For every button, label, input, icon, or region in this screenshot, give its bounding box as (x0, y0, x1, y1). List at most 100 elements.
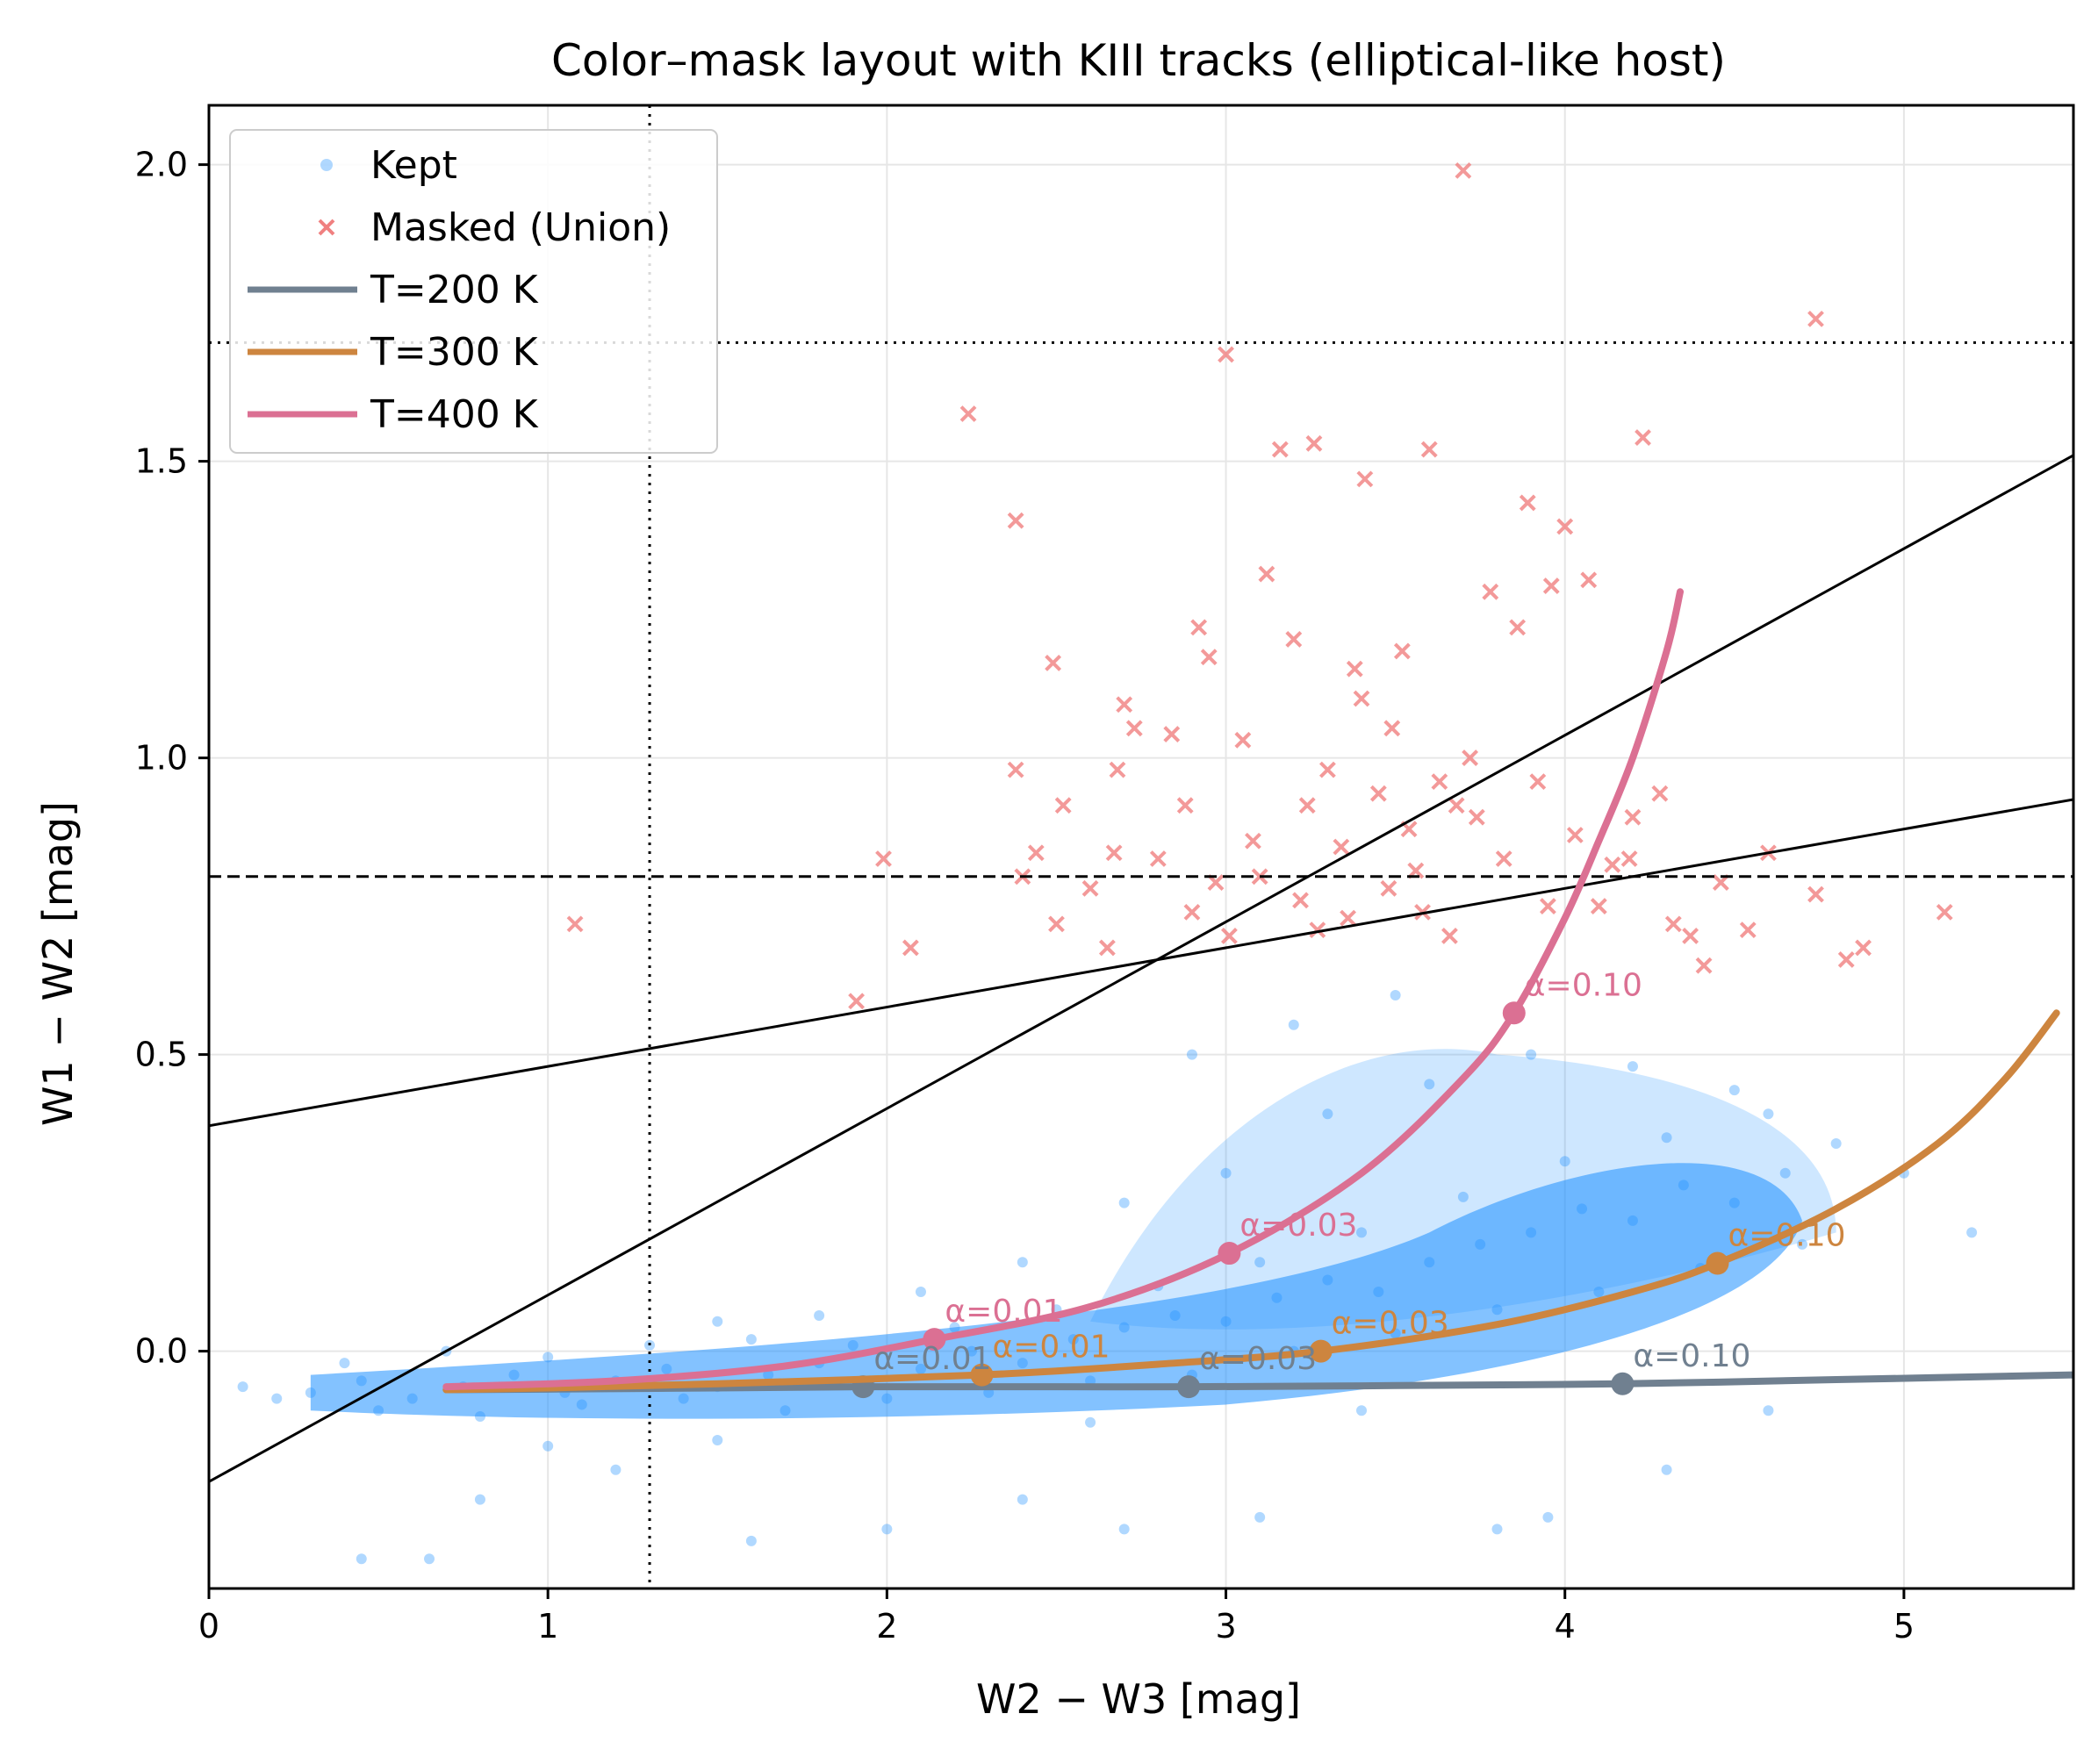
kept-point (1577, 1203, 1588, 1215)
kept-point (763, 1369, 774, 1380)
kept-point (406, 1393, 418, 1404)
kept-point (1678, 1180, 1689, 1191)
masked-point (1218, 346, 1234, 363)
masked-point (1620, 850, 1638, 867)
kept-point (712, 1435, 723, 1445)
masked-point (1462, 749, 1479, 767)
masked-point (1176, 797, 1194, 814)
masked-point (1420, 441, 1438, 458)
kept-point (949, 1322, 960, 1333)
masked-point (1566, 827, 1584, 843)
masked-point (875, 850, 892, 867)
grid-lines (208, 105, 2073, 1588)
masked-point (1380, 879, 1397, 897)
kept-point (1220, 1316, 1232, 1327)
x-tick-label: 3 (1215, 1607, 1236, 1646)
kept-point (1067, 1334, 1079, 1345)
kept-point (1728, 1085, 1740, 1096)
x-tick-label: 2 (876, 1607, 897, 1646)
kept-point (1254, 1257, 1266, 1268)
kept-point (966, 1345, 977, 1357)
kept-point (1017, 1494, 1028, 1505)
masked-point (1220, 927, 1238, 944)
legend-marker-kept (320, 159, 333, 171)
kept-point (1475, 1238, 1486, 1250)
legend-label: T=300 K (370, 330, 539, 375)
masked-point (1045, 655, 1062, 671)
kept-point (1491, 1304, 1503, 1316)
track-marker (1706, 1251, 1729, 1275)
masked-point (1353, 690, 1370, 707)
kept-point (305, 1387, 316, 1398)
masked-point (1635, 429, 1651, 446)
masked-point (1346, 660, 1363, 678)
legend-label: T=200 K (370, 268, 539, 312)
masked-point (1309, 921, 1326, 939)
chart-title: Color–mask layout with KIII tracks (elli… (551, 35, 1726, 86)
masked-point (1664, 915, 1682, 933)
kept-point (1288, 1019, 1299, 1030)
kept-point (1966, 1227, 1978, 1238)
tick-labels: 0 1 2 3 4 5 0.0 0.5 1.0 1.5 2.0 (135, 146, 1915, 1646)
masked-point (1258, 565, 1275, 583)
kept-point (271, 1393, 283, 1404)
kept-point (1390, 1328, 1401, 1339)
kept-point (508, 1369, 520, 1380)
kept-point (1017, 1358, 1028, 1369)
kept-point (1017, 1257, 1028, 1268)
alpha-label: α=0.03 (1199, 1341, 1317, 1377)
legend-label: T=400 K (370, 392, 539, 437)
kept-point (678, 1393, 689, 1404)
reference-line-shallow-diagonal (209, 798, 2073, 1128)
kept-point (1526, 1227, 1537, 1238)
kept-density-halo (1090, 1049, 1836, 1330)
masked-point (1441, 927, 1458, 944)
masked-point (1234, 731, 1252, 749)
y-tick-label: 0.5 (135, 1036, 188, 1074)
masked-point (1448, 797, 1465, 814)
masked-point (1393, 642, 1411, 660)
kept-point (1254, 1511, 1266, 1523)
x-tick-label: 0 (198, 1607, 219, 1646)
kiii-tracks (442, 588, 2073, 1399)
kept-point (1322, 1274, 1333, 1286)
masked-point (1116, 696, 1133, 713)
track-marker (1611, 1372, 1635, 1395)
kept-point (1085, 1416, 1096, 1428)
masked-point (1007, 512, 1024, 529)
masked-point (1431, 773, 1448, 791)
reference-line-steep-diagonal (209, 454, 2073, 1483)
kept-point (1118, 1322, 1130, 1333)
masked-point (1200, 649, 1218, 666)
kept-point (1356, 1405, 1368, 1416)
alpha-label: α=0.03 (1239, 1208, 1357, 1244)
masked-point (1482, 583, 1499, 600)
kept-point (1118, 1197, 1130, 1208)
y-tick-label: 2.0 (135, 146, 188, 184)
kept-point (356, 1553, 367, 1565)
masked-point (1318, 761, 1336, 778)
kept-point (1424, 1257, 1435, 1268)
masked-point (1081, 879, 1099, 897)
kept-point (712, 1316, 723, 1327)
masked-point (1580, 571, 1598, 589)
masked-point (1125, 720, 1143, 737)
masked-point (1048, 915, 1065, 933)
masked-point (1298, 797, 1316, 814)
kept-point (542, 1352, 554, 1363)
legend-label: Masked (Union) (370, 205, 671, 250)
kept-point (237, 1381, 248, 1393)
kept-point (542, 1440, 554, 1452)
kept-point (1424, 1079, 1435, 1090)
kept-point (1779, 1167, 1791, 1179)
x-axis-label: W2 − W3 [mag] (976, 1675, 1301, 1723)
masked-point (1509, 619, 1527, 636)
kept-point (1627, 1061, 1638, 1072)
kept-point (1118, 1524, 1130, 1535)
kept-point (474, 1410, 485, 1422)
masked-point (1305, 434, 1323, 452)
track-line-t300k (442, 1009, 2060, 1394)
masked-point (1292, 892, 1309, 909)
masked-point (1540, 898, 1556, 915)
y-tick-label: 1.5 (135, 442, 188, 481)
